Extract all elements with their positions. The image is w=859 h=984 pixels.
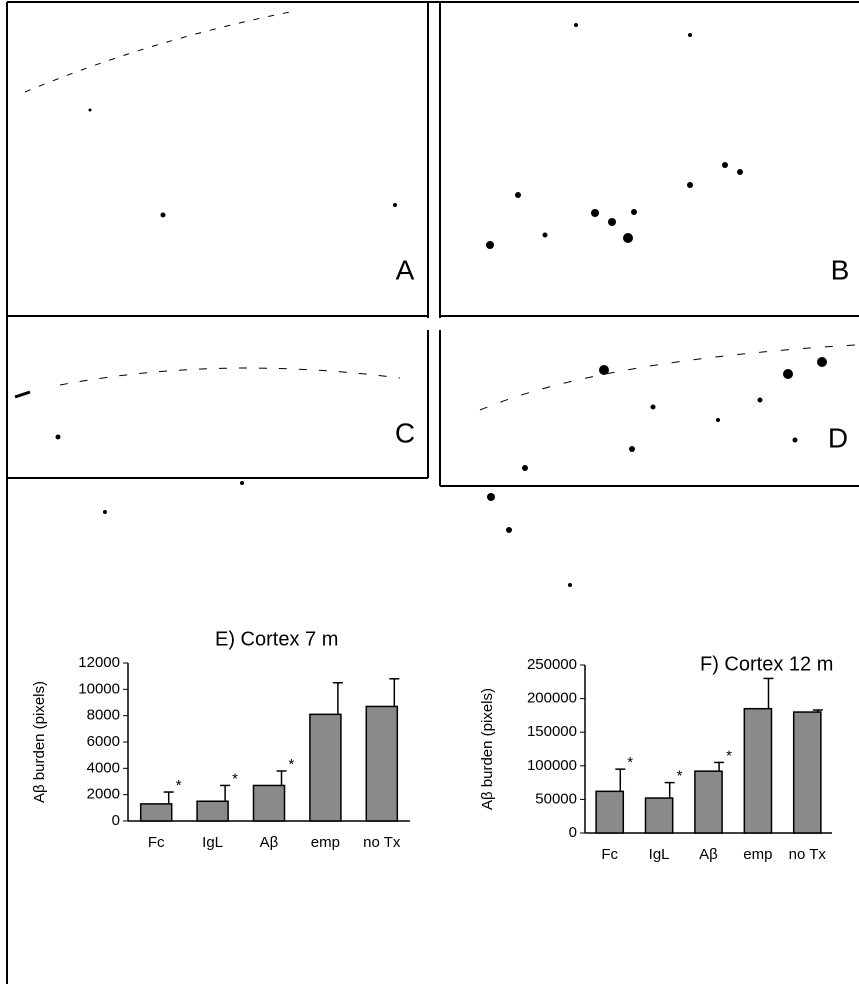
y-tick-label: 50000 <box>535 790 577 807</box>
y-tick-label: 8000 <box>87 707 120 724</box>
bar <box>309 713 342 822</box>
bar <box>595 790 625 834</box>
x-tick-label: IgL <box>202 834 223 851</box>
y-axis-label: Aβ burden (pixels) <box>479 688 496 810</box>
y-tick-label: 4000 <box>87 759 120 776</box>
x-tick-label: no Tx <box>789 846 827 863</box>
x-tick-label: Aβ <box>260 834 279 851</box>
chart-title: E) Cortex 7 m <box>215 628 338 650</box>
x-tick-label: emp <box>311 834 340 851</box>
panel-letter: B <box>831 254 850 285</box>
y-tick-label: 6000 <box>87 733 120 750</box>
y-tick-label: 150000 <box>527 723 577 740</box>
y-tick-label: 250000 <box>527 656 577 673</box>
x-tick-label: IgL <box>649 846 670 863</box>
bar <box>792 711 822 834</box>
significance-marker: * <box>726 747 732 764</box>
bar <box>196 800 229 822</box>
y-tick-label: 12000 <box>78 654 120 671</box>
panel-letter: A <box>396 254 415 285</box>
y-tick-label: 200000 <box>527 690 577 707</box>
bar <box>139 803 173 822</box>
y-tick-label: 0 <box>569 824 577 841</box>
y-tick-label: 0 <box>112 812 120 829</box>
bar <box>252 784 286 822</box>
x-tick-label: Aβ <box>699 846 718 863</box>
bar <box>644 797 674 834</box>
panel-letter: C <box>395 417 415 448</box>
x-tick-label: emp <box>743 846 772 863</box>
significance-marker: * <box>232 770 238 787</box>
significance-marker: * <box>289 756 295 773</box>
y-tick-label: 100000 <box>527 757 577 774</box>
significance-marker: * <box>176 777 182 794</box>
significance-marker: * <box>627 754 633 771</box>
bar <box>743 707 773 834</box>
panel-letter: D <box>828 422 848 453</box>
y-tick-label: 10000 <box>78 680 120 697</box>
significance-marker: * <box>677 768 683 785</box>
x-tick-label: Fc <box>601 846 618 863</box>
bar <box>694 770 723 834</box>
x-tick-label: Fc <box>148 834 165 851</box>
micrograph-spots <box>14 11 856 587</box>
bar <box>365 705 399 822</box>
chart-title: F) Cortex 12 m <box>700 653 833 675</box>
y-axis-label: Aβ burden (pixels) <box>31 681 48 803</box>
x-tick-label: no Tx <box>363 834 401 851</box>
y-tick-label: 2000 <box>87 786 120 803</box>
